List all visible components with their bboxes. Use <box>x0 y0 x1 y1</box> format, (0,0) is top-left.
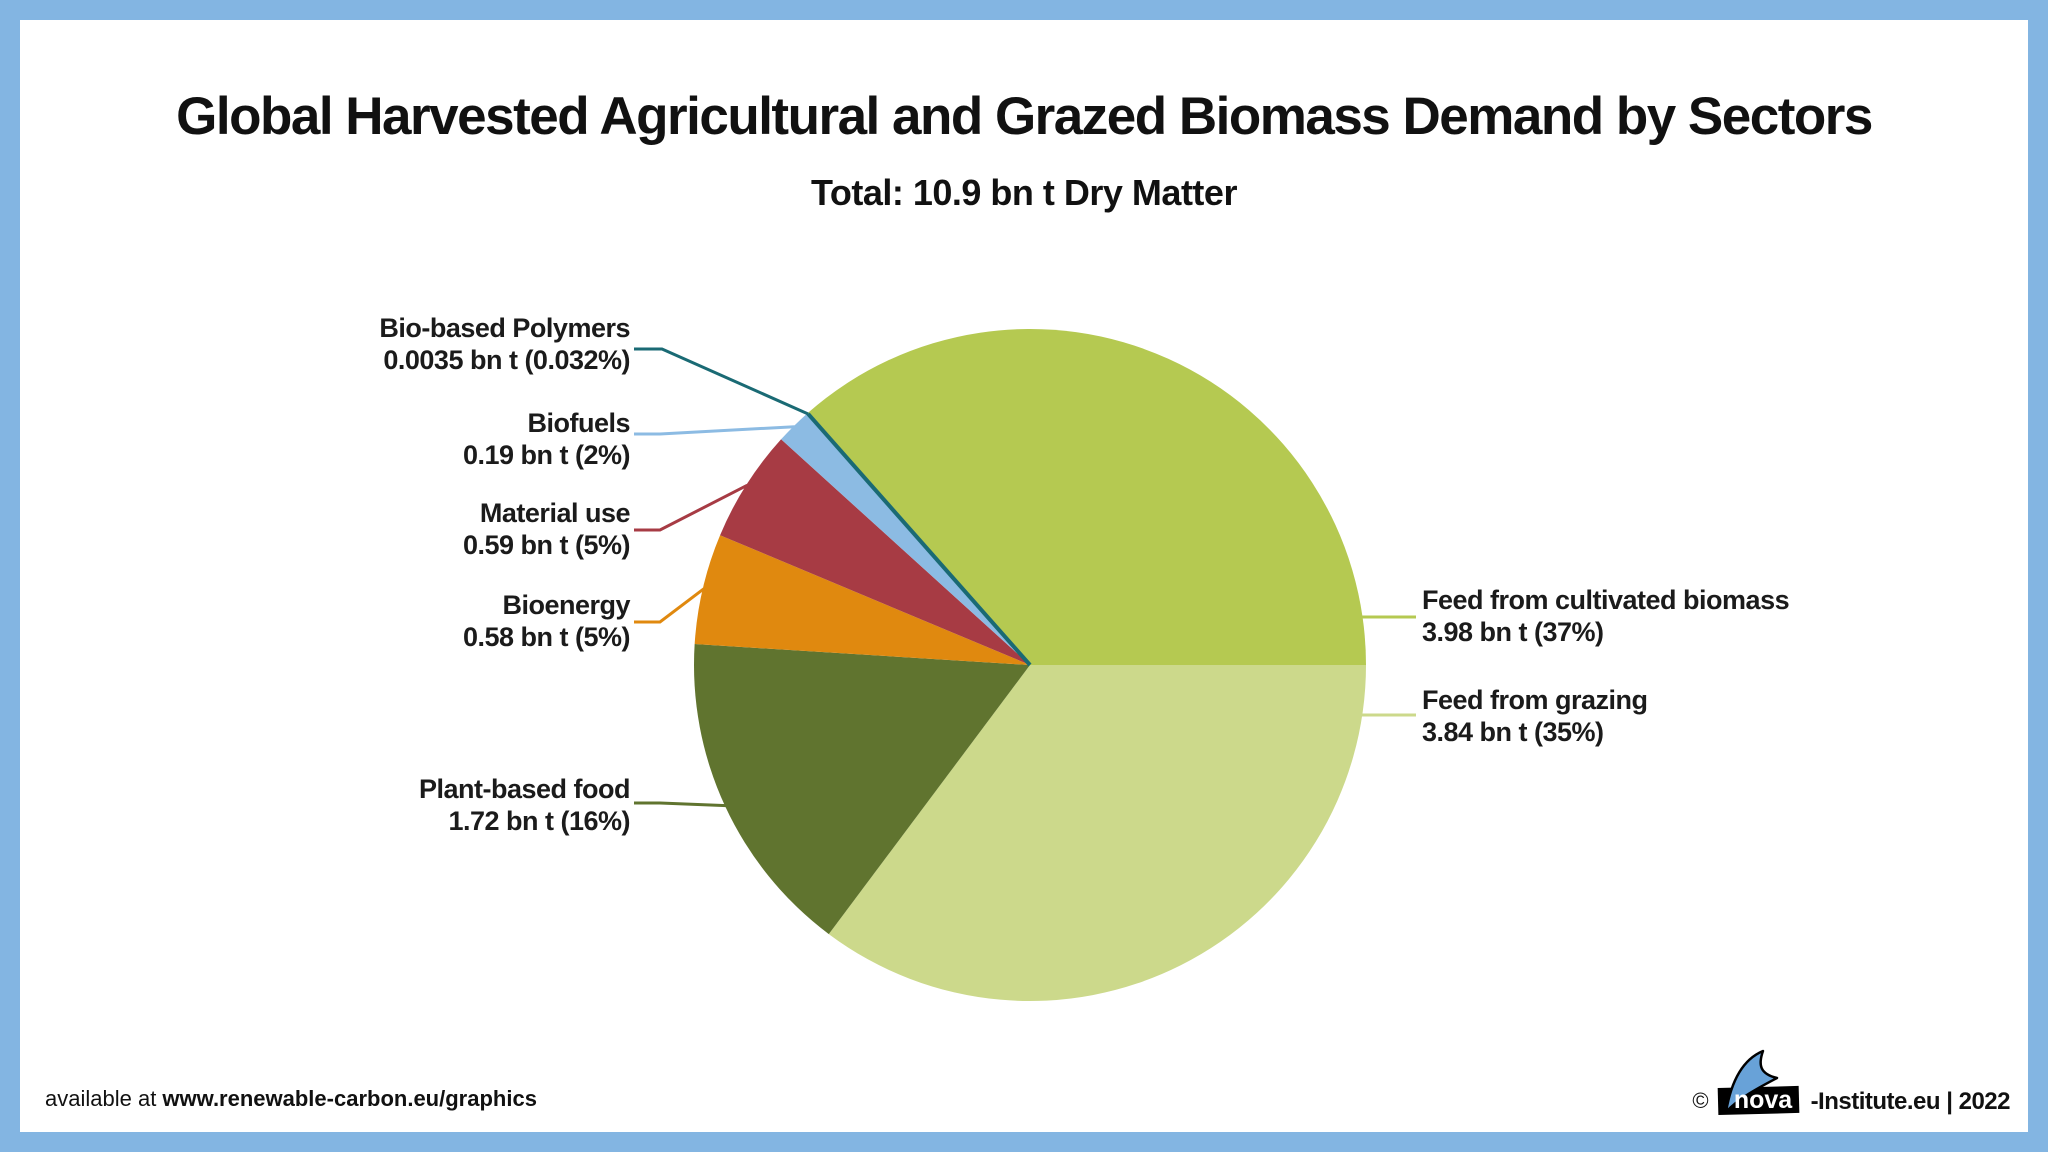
leader-line-bio_based_polymers <box>634 347 809 416</box>
pie-slice-sliver-bio_based_polymers <box>806 412 1032 667</box>
slice-name: Biofuels <box>527 408 630 438</box>
slice-name: Feed from grazing <box>1422 685 1648 715</box>
nova-institute-logo: nova <box>1716 1048 1804 1116</box>
pie-slice-plant_based_food <box>693 644 1030 935</box>
source-url: www.renewable-carbon.eu/graphics <box>162 1086 537 1111</box>
label-bioenergy: Bioenergy 0.58 bn t (5%) <box>462 589 631 653</box>
availability-prefix: available at <box>45 1086 163 1111</box>
label-feed-from-cultivated-biomass: Feed from cultivated biomass 3.98 bn t (… <box>1422 584 1790 648</box>
pie-slice-material_use <box>720 439 1030 665</box>
page-subtitle: Total: 10.9 bn t Dry Matter <box>811 172 1237 213</box>
slice-name: Bioenergy <box>502 590 630 620</box>
slice-value: 1.72 bn t (16%) <box>448 806 630 836</box>
leader-line-bioenergy <box>634 587 705 624</box>
leader-line-material_use <box>634 483 749 532</box>
slice-name: Plant-based food <box>418 774 631 804</box>
label-material-use: Material use 0.59 bn t (5%) <box>462 497 631 561</box>
pie-slice-biofuels <box>781 413 1030 665</box>
nova-logo-swoosh-icon <box>1724 1049 1778 1114</box>
slice-value: 3.84 bn t (35%) <box>1422 717 1604 747</box>
availability-note: available at www.renewable-carbon.eu/gra… <box>45 1086 537 1112</box>
copyright-credit: © nova -Institute.eu | 2022 <box>1692 1048 2011 1116</box>
leader-line-biofuels <box>634 425 795 436</box>
nova-logo-graphic: nova <box>1717 1049 1799 1116</box>
slice-value: 0.59 bn t (5%) <box>462 530 631 560</box>
slice-value: 3.98 bn t (37%) <box>1422 617 1604 647</box>
slice-value: 0.19 bn t (2%) <box>462 440 631 470</box>
slice-value: 0.58 bn t (5%) <box>462 622 631 652</box>
nova-logo-text: nova <box>1733 1086 1792 1114</box>
page-title: Global Harvested Agricultural and Grazed… <box>176 87 1873 146</box>
credit-text: -Institute.eu | 2022 <box>1810 1088 2011 1115</box>
copyright-symbol: © <box>1692 1088 1709 1113</box>
slice-value: 0.0035 bn t (0.032%) <box>383 345 630 375</box>
pie-slice-feed_grazing <box>828 665 1366 1002</box>
label-biofuels: Biofuels 0.19 bn t (2%) <box>462 407 631 471</box>
slice-name: Material use <box>479 498 631 528</box>
slice-name: Bio-based Polymers <box>379 313 630 343</box>
label-feed-from-grazing: Feed from grazing 3.84 bn t (35%) <box>1422 684 1648 748</box>
label-plant-based-food: Plant-based food 1.72 bn t (16%) <box>418 773 631 837</box>
pie-slice-bioenergy <box>694 535 1030 665</box>
slice-name: Feed from cultivated biomass <box>1422 585 1790 615</box>
label-bio-based-polymers: Bio-based Polymers 0.0035 bn t (0.032%) <box>379 312 630 376</box>
pie-slice-feed_cultivated <box>807 329 1366 665</box>
leader-line-plant_based_food <box>634 801 726 808</box>
